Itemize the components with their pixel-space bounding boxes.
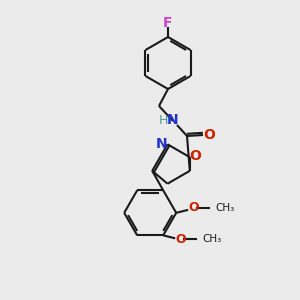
Text: O: O: [203, 128, 215, 142]
Text: N: N: [156, 137, 167, 151]
Text: O: O: [175, 233, 185, 246]
Text: O: O: [188, 201, 199, 214]
Text: F: F: [163, 16, 173, 30]
Text: CH₃: CH₃: [202, 234, 221, 244]
Text: O: O: [189, 149, 201, 163]
Text: N: N: [167, 113, 179, 127]
Text: CH₃: CH₃: [215, 203, 235, 213]
Text: H: H: [158, 113, 168, 127]
